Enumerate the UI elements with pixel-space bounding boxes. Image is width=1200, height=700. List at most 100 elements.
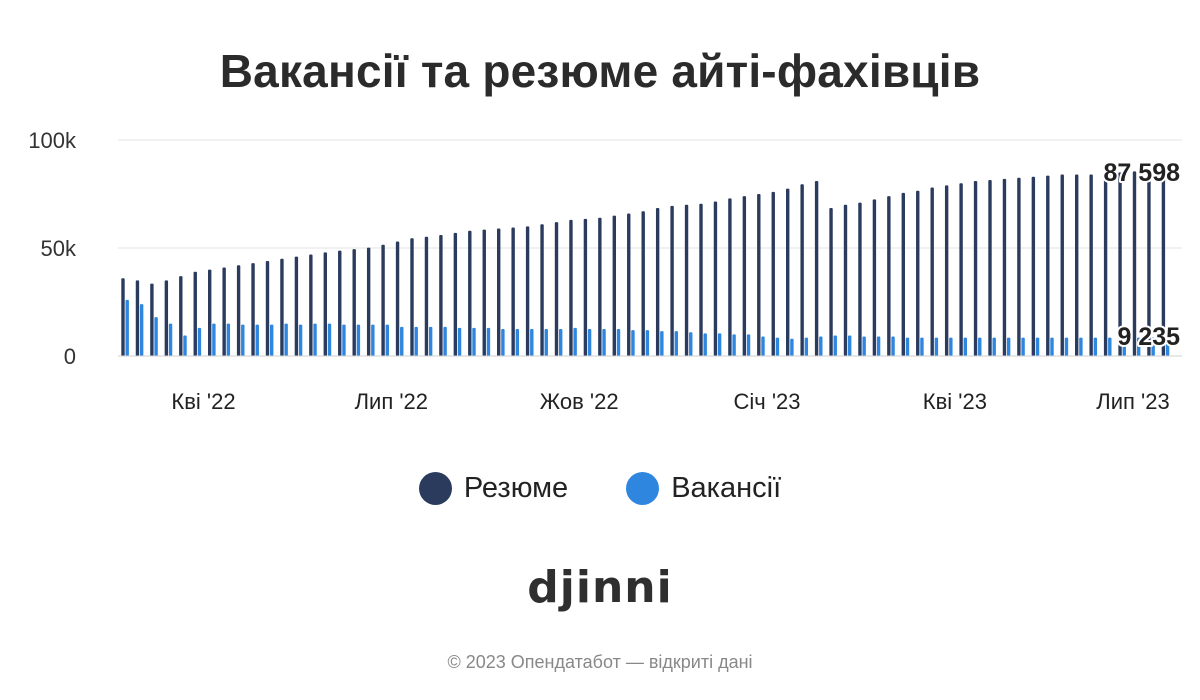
bar-vacancies[interactable] xyxy=(1137,337,1141,356)
bar-resumes[interactable] xyxy=(265,260,270,356)
bar-vacancies[interactable] xyxy=(819,336,823,356)
bar-vacancies[interactable] xyxy=(428,326,433,356)
bar-vacancies[interactable] xyxy=(616,329,621,356)
bar-resumes[interactable] xyxy=(757,194,761,356)
bar-vacancies[interactable] xyxy=(949,337,953,356)
bar-resumes[interactable] xyxy=(164,280,169,356)
bar-resumes[interactable] xyxy=(424,236,429,356)
bar-resumes[interactable] xyxy=(872,199,877,356)
bar-vacancies[interactable] xyxy=(631,330,635,356)
bar-vacancies[interactable] xyxy=(732,334,736,356)
bar-resumes[interactable] xyxy=(236,265,241,356)
bar-vacancies[interactable] xyxy=(255,324,259,356)
bar-vacancies[interactable] xyxy=(920,337,924,356)
bar-vacancies[interactable] xyxy=(515,329,520,356)
bar-vacancies[interactable] xyxy=(212,323,216,356)
bar-resumes[interactable] xyxy=(1147,170,1151,356)
bar-vacancies[interactable] xyxy=(313,323,317,356)
bar-resumes[interactable] xyxy=(1031,176,1036,356)
bar-resumes[interactable] xyxy=(1060,174,1064,356)
bar-resumes[interactable] xyxy=(352,249,356,356)
bar-vacancies[interactable] xyxy=(573,327,577,356)
bar-resumes[interactable] xyxy=(294,256,299,356)
bar-vacancies[interactable] xyxy=(775,337,780,356)
bar-resumes[interactable] xyxy=(179,276,183,356)
bar-vacancies[interactable] xyxy=(1021,337,1025,356)
bar-vacancies[interactable] xyxy=(703,333,707,356)
bar-vacancies[interactable] xyxy=(1093,337,1098,356)
bar-resumes[interactable] xyxy=(641,211,645,356)
bar-resumes[interactable] xyxy=(829,208,833,356)
bar-resumes[interactable] xyxy=(193,271,197,356)
bar-vacancies[interactable] xyxy=(154,317,158,356)
bar-resumes[interactable] xyxy=(742,196,747,356)
bar-resumes[interactable] xyxy=(930,187,934,356)
bar-vacancies[interactable] xyxy=(689,332,693,356)
bar-vacancies[interactable] xyxy=(905,337,910,356)
bar-resumes[interactable] xyxy=(309,254,313,356)
bar-resumes[interactable] xyxy=(150,283,154,356)
bar-resumes[interactable] xyxy=(121,278,125,356)
bar-resumes[interactable] xyxy=(944,185,949,356)
bar-resumes[interactable] xyxy=(973,181,978,356)
bar-resumes[interactable] xyxy=(1089,174,1093,356)
bar-vacancies[interactable] xyxy=(717,333,722,356)
bar-resumes[interactable] xyxy=(583,218,588,356)
bar-vacancies[interactable] xyxy=(501,329,505,356)
bar-resumes[interactable] xyxy=(525,226,530,356)
bar-resumes[interactable] xyxy=(901,192,905,356)
bar-vacancies[interactable] xyxy=(443,326,447,356)
bar-vacancies[interactable] xyxy=(371,324,375,356)
bar-resumes[interactable] xyxy=(1161,166,1166,356)
bar-vacancies[interactable] xyxy=(804,337,809,356)
bar-resumes[interactable] xyxy=(655,208,660,356)
bar-resumes[interactable] xyxy=(670,205,674,356)
bar-vacancies[interactable] xyxy=(992,337,996,356)
bar-resumes[interactable] xyxy=(554,222,559,356)
bar-resumes[interactable] xyxy=(540,224,544,356)
bar-resumes[interactable] xyxy=(916,190,920,356)
bar-vacancies[interactable] xyxy=(486,327,491,356)
bar-resumes[interactable] xyxy=(395,241,400,356)
bar-vacancies[interactable] xyxy=(168,323,173,356)
bar-vacancies[interactable] xyxy=(530,329,534,356)
bar-resumes[interactable] xyxy=(786,188,790,356)
bar-vacancies[interactable] xyxy=(790,338,794,356)
bar-vacancies[interactable] xyxy=(226,323,231,356)
bar-resumes[interactable] xyxy=(1075,174,1079,356)
bar-vacancies[interactable] xyxy=(978,337,982,356)
bar-vacancies[interactable] xyxy=(963,337,967,356)
bar-resumes[interactable] xyxy=(814,181,819,356)
bar-vacancies[interactable] xyxy=(1165,336,1170,356)
bar-resumes[interactable] xyxy=(511,227,515,356)
bar-resumes[interactable] xyxy=(598,217,602,356)
bar-vacancies[interactable] xyxy=(1108,337,1112,356)
bar-vacancies[interactable] xyxy=(660,331,664,356)
bar-resumes[interactable] xyxy=(135,280,140,356)
bar-resumes[interactable] xyxy=(728,198,732,356)
bar-resumes[interactable] xyxy=(439,235,443,356)
bar-resumes[interactable] xyxy=(858,202,862,356)
bar-resumes[interactable] xyxy=(338,250,342,356)
bar-resumes[interactable] xyxy=(251,263,255,356)
bar-resumes[interactable] xyxy=(468,230,472,356)
bar-vacancies[interactable] xyxy=(284,323,288,356)
bar-vacancies[interactable] xyxy=(1064,337,1069,356)
bar-vacancies[interactable] xyxy=(270,324,274,356)
bar-resumes[interactable] xyxy=(1017,177,1021,356)
bar-vacancies[interactable] xyxy=(674,331,678,356)
bar-vacancies[interactable] xyxy=(472,327,476,356)
bar-vacancies[interactable] xyxy=(876,336,881,356)
bar-vacancies[interactable] xyxy=(833,335,837,356)
bar-resumes[interactable] xyxy=(887,196,891,356)
bar-vacancies[interactable] xyxy=(298,324,303,356)
bar-resumes[interactable] xyxy=(771,191,775,356)
bar-resumes[interactable] xyxy=(222,267,226,356)
bar-vacancies[interactable] xyxy=(1035,337,1040,356)
bar-resumes[interactable] xyxy=(569,219,573,356)
bar-vacancies[interactable] xyxy=(891,336,895,356)
bar-vacancies[interactable] xyxy=(587,329,592,356)
bar-vacancies[interactable] xyxy=(327,323,332,356)
bar-vacancies[interactable] xyxy=(761,336,765,356)
bar-vacancies[interactable] xyxy=(1079,337,1083,356)
